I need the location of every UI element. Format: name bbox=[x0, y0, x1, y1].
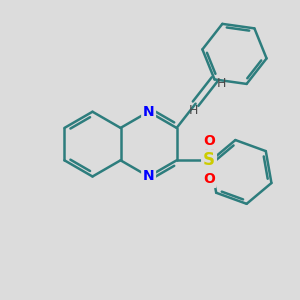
Text: H: H bbox=[216, 77, 226, 90]
Text: N: N bbox=[143, 169, 154, 184]
Text: H: H bbox=[189, 103, 198, 117]
Text: S: S bbox=[203, 151, 215, 169]
Text: N: N bbox=[143, 105, 154, 119]
Text: O: O bbox=[203, 134, 215, 148]
Text: O: O bbox=[203, 172, 215, 186]
